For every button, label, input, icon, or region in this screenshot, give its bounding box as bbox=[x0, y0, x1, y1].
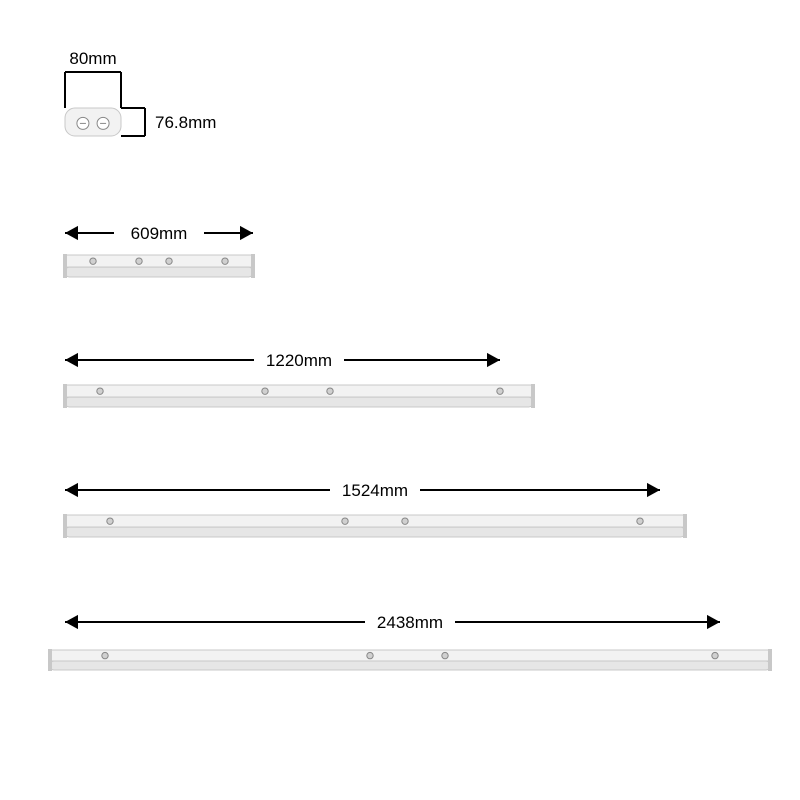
endview-width-label: 80mm bbox=[69, 49, 116, 68]
endview-height-label: 76.8mm bbox=[155, 113, 216, 132]
dimension-diagram: 80mm 76.8mm 609mm 1220mm 1524mm 2438mm bbox=[0, 0, 800, 800]
fixture-length-label: 2438mm bbox=[377, 613, 443, 632]
fixture-length-label: 1220mm bbox=[266, 351, 332, 370]
fixture-length-label: 1524mm bbox=[342, 481, 408, 500]
fixture-length-label: 609mm bbox=[131, 224, 188, 243]
endview-body bbox=[65, 108, 121, 136]
